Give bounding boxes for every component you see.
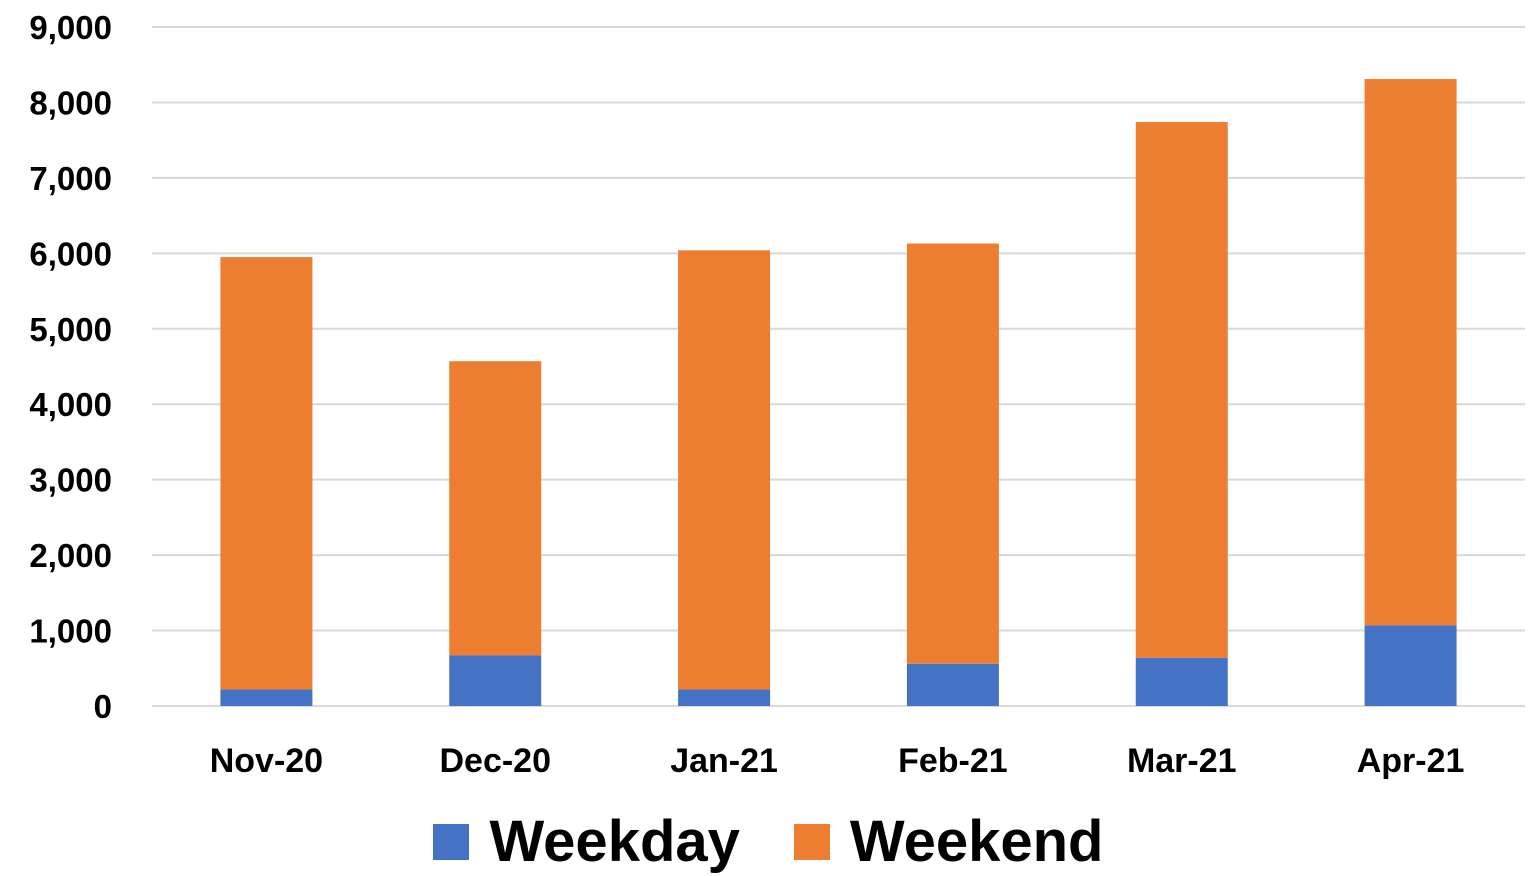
x-category-label: Dec-20 xyxy=(439,742,551,780)
bar-weekend-dec-20 xyxy=(449,361,542,656)
bar-weekend-feb-21 xyxy=(906,243,999,664)
x-category-label: Feb-21 xyxy=(898,742,1008,780)
bar-weekend-jan-21 xyxy=(678,250,771,690)
bar-weekday-mar-21 xyxy=(1135,657,1228,706)
bar-weekday-apr-21 xyxy=(1364,625,1457,706)
gridlines xyxy=(152,26,1525,707)
y-tick-label: 3,000 xyxy=(29,462,112,499)
bar-weekend-apr-21 xyxy=(1364,79,1457,626)
bar-weekend-nov-20 xyxy=(220,257,313,690)
y-axis-tick-labels: 0 1,000 2,000 3,000 4,000 5,000 6,000 7,000 8,00… xyxy=(29,9,112,725)
bar-weekend-mar-21 xyxy=(1135,122,1228,658)
y-tick-label: 5,000 xyxy=(29,311,112,348)
legend-item-weekday: Weekday xyxy=(433,809,740,874)
legend: Weekday Weekend xyxy=(0,808,1537,876)
y-tick-label: 7,000 xyxy=(29,160,112,197)
y-tick-label: 6,000 xyxy=(29,235,112,272)
bar-weekday-feb-21 xyxy=(906,663,999,706)
bar-weekday-jan-21 xyxy=(678,689,771,706)
x-category-label: Jan-21 xyxy=(670,742,778,780)
x-category-label: Nov-20 xyxy=(210,742,323,780)
legend-swatch-weekday xyxy=(433,824,470,860)
bars xyxy=(220,79,1457,706)
y-tick-label: 8,000 xyxy=(29,84,112,121)
x-axis-category-labels: Nov-20 Dec-20 Jan-21 Feb-21 Mar-21 Apr-21 xyxy=(210,742,1465,780)
legend-label-weekend: Weekend xyxy=(849,809,1104,874)
y-tick-label: 9,000 xyxy=(29,9,112,46)
x-category-label: Mar-21 xyxy=(1127,742,1237,780)
legend-swatch-weekend xyxy=(793,824,830,860)
y-tick-label: 0 xyxy=(94,688,112,725)
y-tick-label: 1,000 xyxy=(29,613,112,650)
bar-weekday-nov-20 xyxy=(220,689,313,706)
y-tick-label: 4,000 xyxy=(29,386,112,423)
y-tick-label: 2,000 xyxy=(29,537,112,574)
legend-label-weekday: Weekday xyxy=(489,809,740,874)
bar-weekday-dec-20 xyxy=(449,655,542,706)
legend-item-weekend: Weekend xyxy=(793,809,1104,874)
x-category-label: Apr-21 xyxy=(1357,742,1465,780)
stacked-bar-chart: 0 1,000 2,000 3,000 4,000 5,000 6,000 7,000 8,00… xyxy=(29,9,1525,780)
